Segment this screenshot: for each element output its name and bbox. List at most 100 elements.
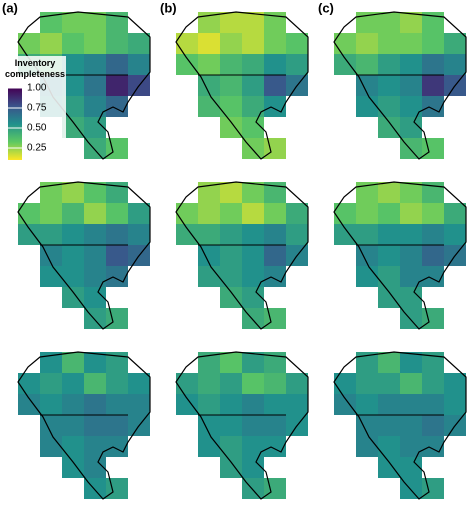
grid-cell xyxy=(264,96,286,117)
grid-cell xyxy=(128,224,150,245)
grid-cell xyxy=(242,54,264,75)
grid-cell xyxy=(242,457,264,478)
grid-cell xyxy=(422,75,444,96)
grid-cell xyxy=(62,373,84,394)
grid-cell xyxy=(62,12,84,33)
grid-cell xyxy=(40,352,62,373)
grid-cell xyxy=(242,394,264,415)
grid-cell xyxy=(422,224,444,245)
grid-cell xyxy=(378,394,400,415)
grid-cell xyxy=(62,203,84,224)
grid-cell xyxy=(444,54,466,75)
grid-cell xyxy=(264,308,286,329)
grid-cell xyxy=(422,415,444,436)
grid-cell xyxy=(220,33,242,54)
map-panel xyxy=(17,11,151,160)
grid-cell xyxy=(198,182,220,203)
grid-cell xyxy=(378,75,400,96)
grid-cell xyxy=(378,224,400,245)
grid-cell xyxy=(378,415,400,436)
grid-cell xyxy=(264,373,286,394)
grid-cell xyxy=(220,287,242,308)
grid-cell xyxy=(220,436,242,457)
grid-cell xyxy=(220,373,242,394)
grid-cell xyxy=(242,96,264,117)
grid-cell xyxy=(40,266,62,287)
grid-cell xyxy=(264,182,286,203)
grid-cell xyxy=(84,203,106,224)
grid-cell xyxy=(198,224,220,245)
grid-cell xyxy=(84,75,106,96)
grid-cell xyxy=(220,457,242,478)
grid-cell xyxy=(422,394,444,415)
grid-cell xyxy=(400,203,422,224)
grid-cell xyxy=(84,224,106,245)
grid-cell xyxy=(356,266,378,287)
grid-cell xyxy=(62,96,84,117)
grid-cell xyxy=(422,266,444,287)
grid-cell xyxy=(84,96,106,117)
grid-cell xyxy=(198,96,220,117)
grid-cell xyxy=(356,394,378,415)
grid-cell xyxy=(422,478,444,499)
grid-cell xyxy=(84,394,106,415)
grid-cell xyxy=(378,287,400,308)
grid-cell xyxy=(84,54,106,75)
grid-cell xyxy=(62,266,84,287)
grid-cell xyxy=(62,224,84,245)
grid-cell xyxy=(84,33,106,54)
grid-cell xyxy=(400,415,422,436)
grid-cell xyxy=(62,75,84,96)
grid-cell xyxy=(334,394,356,415)
grid-cell xyxy=(400,266,422,287)
grid-cell xyxy=(106,96,128,117)
grid-cell xyxy=(264,12,286,33)
grid-cell xyxy=(198,415,220,436)
grid-cell xyxy=(84,457,106,478)
map-panel xyxy=(17,351,151,500)
grid-cell xyxy=(220,96,242,117)
grid-cell xyxy=(264,54,286,75)
grid-cell xyxy=(378,457,400,478)
grid-cell xyxy=(242,352,264,373)
grid-cell xyxy=(242,287,264,308)
grid-cell xyxy=(62,117,84,138)
grid-cell xyxy=(106,33,128,54)
grid-cell xyxy=(242,373,264,394)
map-panel xyxy=(333,181,467,330)
grid-cell xyxy=(242,33,264,54)
grid-cell xyxy=(198,352,220,373)
grid-cell xyxy=(176,203,198,224)
grid-cell xyxy=(242,224,264,245)
grid-cell xyxy=(220,12,242,33)
grid-cell xyxy=(334,33,356,54)
colorbar-tick-label: 1.00 xyxy=(27,83,47,94)
grid-cell xyxy=(84,287,106,308)
grid-cell xyxy=(378,182,400,203)
grid-cell xyxy=(356,54,378,75)
grid-cell xyxy=(106,203,128,224)
grid-cell xyxy=(40,12,62,33)
grid-cell xyxy=(264,394,286,415)
coastline xyxy=(333,351,467,500)
grid-cell xyxy=(106,415,128,436)
grid-cell xyxy=(220,352,242,373)
grid-cell xyxy=(62,436,84,457)
grid-cell xyxy=(84,182,106,203)
grid-cell xyxy=(198,245,220,266)
grid-cell xyxy=(286,54,308,75)
grid-cell xyxy=(242,245,264,266)
grid-cell xyxy=(400,457,422,478)
coastline xyxy=(175,181,309,330)
grid-cell xyxy=(220,203,242,224)
grid-cell xyxy=(198,203,220,224)
grid-cell xyxy=(378,96,400,117)
grid-cell xyxy=(128,394,150,415)
grid-cell xyxy=(286,33,308,54)
grid-cell xyxy=(422,436,444,457)
grid-cell xyxy=(400,373,422,394)
grid-cell xyxy=(198,373,220,394)
grid-cell xyxy=(106,138,128,159)
grid-cell xyxy=(220,182,242,203)
